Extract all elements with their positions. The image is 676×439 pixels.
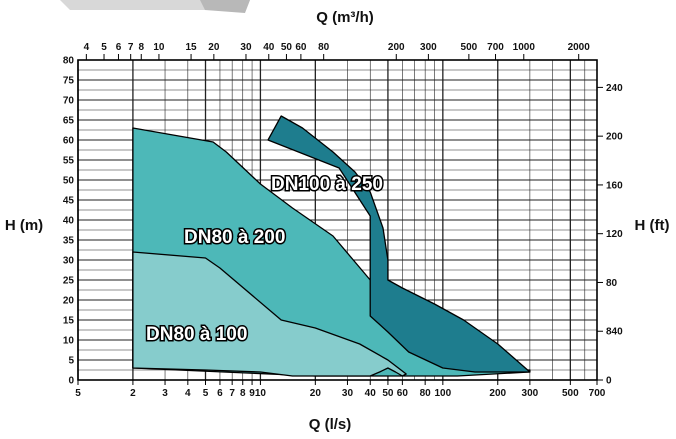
top-tick-label: 300	[420, 42, 437, 53]
area-dn80-100	[132, 251, 407, 377]
left-tick-label: 70	[63, 96, 75, 107]
top-tick-label: 30	[240, 42, 252, 53]
top-tick-label: 7	[128, 42, 134, 53]
bottom-tick-label: 9	[249, 388, 255, 399]
left-tick-label: 5	[68, 356, 74, 367]
right-tick-label: 80	[606, 278, 618, 289]
bottom-tick-label: 500	[562, 388, 579, 399]
bottom-tick-label: 60	[397, 388, 409, 399]
plot-frame	[77, 59, 598, 381]
region-labels: DN100 à 250 DN80 à 200 DN80 à 100	[145, 173, 385, 347]
top-tick-label: 20	[208, 42, 220, 53]
bottom-tick-label: 6	[217, 388, 223, 399]
top-tick-label: 80	[318, 42, 330, 53]
right-tick-label: 240	[606, 83, 623, 94]
right-axis-title: H (ft)	[635, 217, 670, 234]
top-tick-label: 10	[153, 42, 165, 53]
top-tick-label: 50	[281, 42, 293, 53]
left-tick-label: 40	[63, 216, 75, 227]
pump-product-image	[60, 0, 250, 13]
top-tick-label: 15	[185, 42, 197, 53]
left-tick-label: 60	[63, 136, 75, 147]
left-tick-label: 30	[63, 256, 75, 267]
top-tick-label: 6	[116, 42, 122, 53]
left-tick-label: 10	[63, 336, 75, 347]
bottom-tick-label: 5	[203, 388, 209, 399]
left-tick-label: 20	[63, 296, 75, 307]
left-axis-title: H (m)	[5, 217, 43, 234]
left-tick-label: 15	[63, 316, 75, 327]
top-tick-label: 200	[388, 42, 405, 53]
left-tick-label: 0	[68, 376, 74, 387]
top-tick-label: 40	[263, 42, 275, 53]
bottom-tick-label: 40	[365, 388, 377, 399]
bottom-tick-label: 80	[420, 388, 432, 399]
left-tick-label: 45	[63, 196, 75, 207]
bottom-tick-label: 200	[489, 388, 506, 399]
bottom-tick-label: 30	[342, 388, 354, 399]
left-tick-label: 55	[63, 156, 75, 167]
left-tick-label: 25	[63, 276, 75, 287]
bottom-tick-label: 5	[75, 388, 81, 399]
right-tick-label: 160	[606, 180, 623, 191]
top-tick-label: 2000	[568, 42, 591, 53]
bottom-tick-label: 7	[229, 388, 235, 399]
region-label-dn100-250: DN100 à 250	[271, 174, 383, 195]
bottom-tick-label: 2	[130, 388, 136, 399]
bottom-tick-label: 20	[310, 388, 322, 399]
left-tick-label: 65	[63, 116, 75, 127]
axis-ticks: 0510152025303540455055606570758008408012…	[63, 42, 623, 399]
top-tick-label: 1000	[513, 42, 536, 53]
right-tick-label: 840	[606, 327, 623, 338]
right-tick-label: 120	[606, 229, 623, 240]
bottom-tick-label: 3	[162, 388, 168, 399]
bottom-tick-label: 50	[382, 388, 394, 399]
top-tick-label: 4	[84, 42, 90, 53]
top-tick-label: 500	[461, 42, 478, 53]
left-tick-label: 35	[63, 236, 75, 247]
top-tick-label: 700	[487, 42, 504, 53]
right-tick-label: 200	[606, 132, 623, 143]
top-tick-label: 60	[295, 42, 307, 53]
bottom-axis-title: Q (l/s)	[309, 416, 352, 433]
bottom-tick-label: 100	[434, 388, 451, 399]
bottom-tick-label: 8	[240, 388, 246, 399]
performance-areas	[132, 115, 531, 377]
top-tick-label: 8	[138, 42, 144, 53]
top-axis-title: Q (m³/h)	[316, 9, 374, 26]
bottom-tick-label: 300	[522, 388, 539, 399]
left-tick-label: 75	[63, 76, 75, 87]
axis-labels: Q (m³/h) Q (l/s) H (m) H (ft)	[5, 9, 670, 433]
bottom-tick-label: 4	[185, 388, 191, 399]
right-tick-label: 0	[606, 376, 612, 387]
left-tick-label: 50	[63, 176, 75, 187]
bottom-tick-label: 700	[589, 388, 606, 399]
region-label-dn80-100: DN80 à 100	[146, 324, 247, 345]
area-dn100-250	[267, 115, 531, 373]
left-tick-label: 80	[63, 56, 75, 67]
bottom-tick-label: 10	[255, 388, 267, 399]
top-tick-label: 5	[101, 42, 107, 53]
region-label-dn80-200: DN80 à 200	[184, 227, 285, 248]
